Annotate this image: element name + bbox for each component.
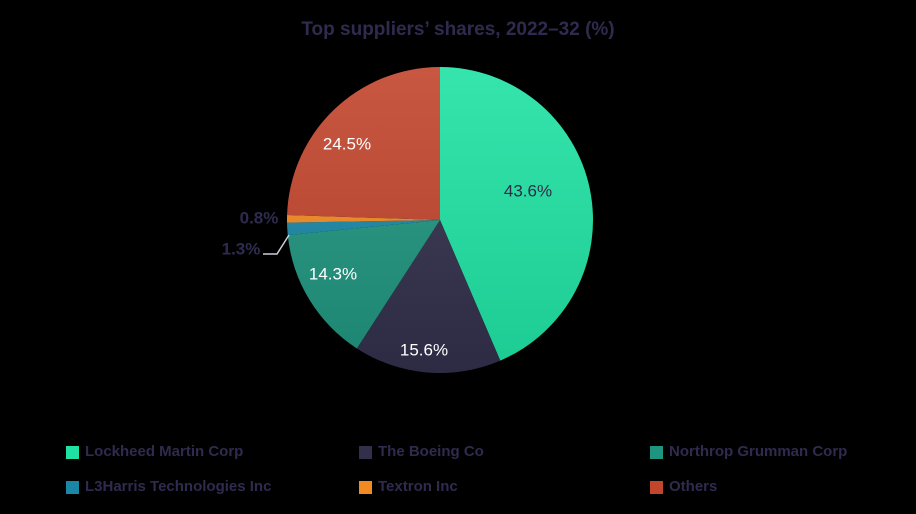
legend-item-lockheed-martin-corp: Lockheed Martin Corp (66, 442, 359, 462)
legend-swatch-the-boeing-co (359, 445, 372, 459)
legend-swatch-lockheed-martin-corp (66, 445, 79, 459)
legend-item-l3harris-technologies-inc: L3Harris Technologies Inc (66, 477, 359, 497)
slice-value-label-l3harris-technologies-inc: 1.3% (222, 240, 261, 259)
slice-value-label-lockheed-martin-corp: 43.6% (504, 182, 552, 201)
legend-label-the-boeing-co: The Boeing Co (378, 443, 484, 460)
leader-line-l3harris-technologies-inc (263, 234, 290, 255)
legend-label-l3harris-technologies-inc: L3Harris Technologies Inc (85, 478, 272, 495)
legend-item-textron-inc: Textron Inc (359, 477, 650, 497)
legend-item-others: Others (650, 477, 847, 497)
legend-label-northrop-grumman-corp: Northrop Grumman Corp (669, 443, 848, 460)
legend-label-lockheed-martin-corp: Lockheed Martin Corp (85, 443, 244, 460)
legend: Lockheed Martin Corp The Boeing Co Northro… (66, 442, 847, 497)
legend-swatch-textron-inc (359, 480, 372, 494)
slice-value-label-the-boeing-co: 15.6% (400, 341, 448, 360)
slice-value-label-northrop-grumman-corp: 14.3% (309, 265, 357, 284)
legend-label-textron-inc: Textron Inc (378, 478, 458, 495)
legend-swatch-l3harris-technologies-inc (66, 480, 79, 494)
legend-swatch-others (650, 480, 663, 494)
legend-item-northrop-grumman-corp: Northrop Grumman Corp (650, 442, 847, 462)
slice-value-label-textron-inc: 0.8% (240, 209, 279, 228)
legend-label-others: Others (669, 478, 718, 495)
chart-title: Top suppliers’ shares, 2022–32 (%) (301, 19, 615, 40)
legend-item-the-boeing-co: The Boeing Co (359, 442, 650, 462)
slice-value-label-others: 24.5% (323, 135, 371, 154)
legend-swatch-northrop-grumman-corp (650, 445, 663, 459)
